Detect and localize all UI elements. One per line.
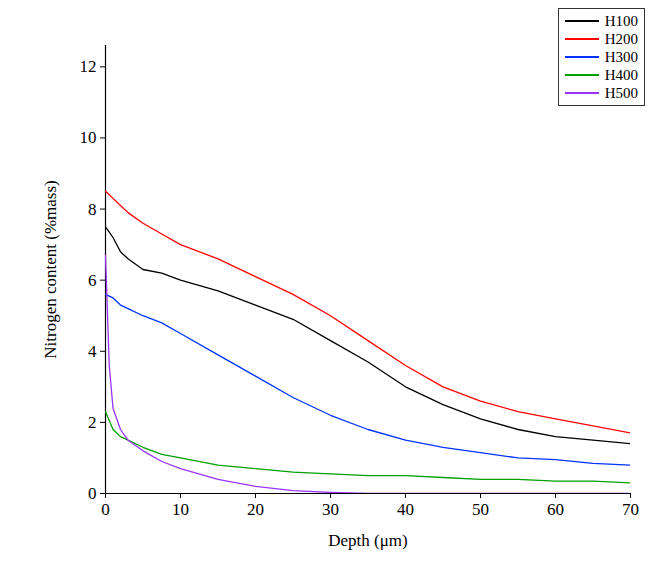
html-text:H200: H200 <box>604 30 638 47</box>
svg-text:0: 0 <box>101 500 110 519</box>
html-text:H500: H500 <box>604 84 638 101</box>
svg-text:8: 8 <box>88 199 97 218</box>
svg-text:70: 70 <box>622 500 639 519</box>
svg-text:Nitrogen content (%mass): Nitrogen content (%mass) <box>41 180 60 358</box>
html-text:H300: H300 <box>604 48 638 65</box>
svg-text:60: 60 <box>547 500 564 519</box>
svg-text:Depth (μm): Depth (μm) <box>328 531 407 550</box>
svg-text:20: 20 <box>247 500 264 519</box>
svg-text:2: 2 <box>88 413 97 432</box>
svg-text:50: 50 <box>472 500 489 519</box>
svg-text:30: 30 <box>322 500 339 519</box>
svg-text:6: 6 <box>88 271 97 290</box>
html-text:H400: H400 <box>604 66 638 83</box>
svg-text:4: 4 <box>88 342 97 361</box>
svg-text:0: 0 <box>88 484 97 503</box>
html-text:H100: H100 <box>604 12 638 29</box>
svg-text:10: 10 <box>80 128 97 147</box>
svg-text:10: 10 <box>172 500 189 519</box>
svg-text:12: 12 <box>80 57 97 76</box>
svg-text:40: 40 <box>397 500 414 519</box>
